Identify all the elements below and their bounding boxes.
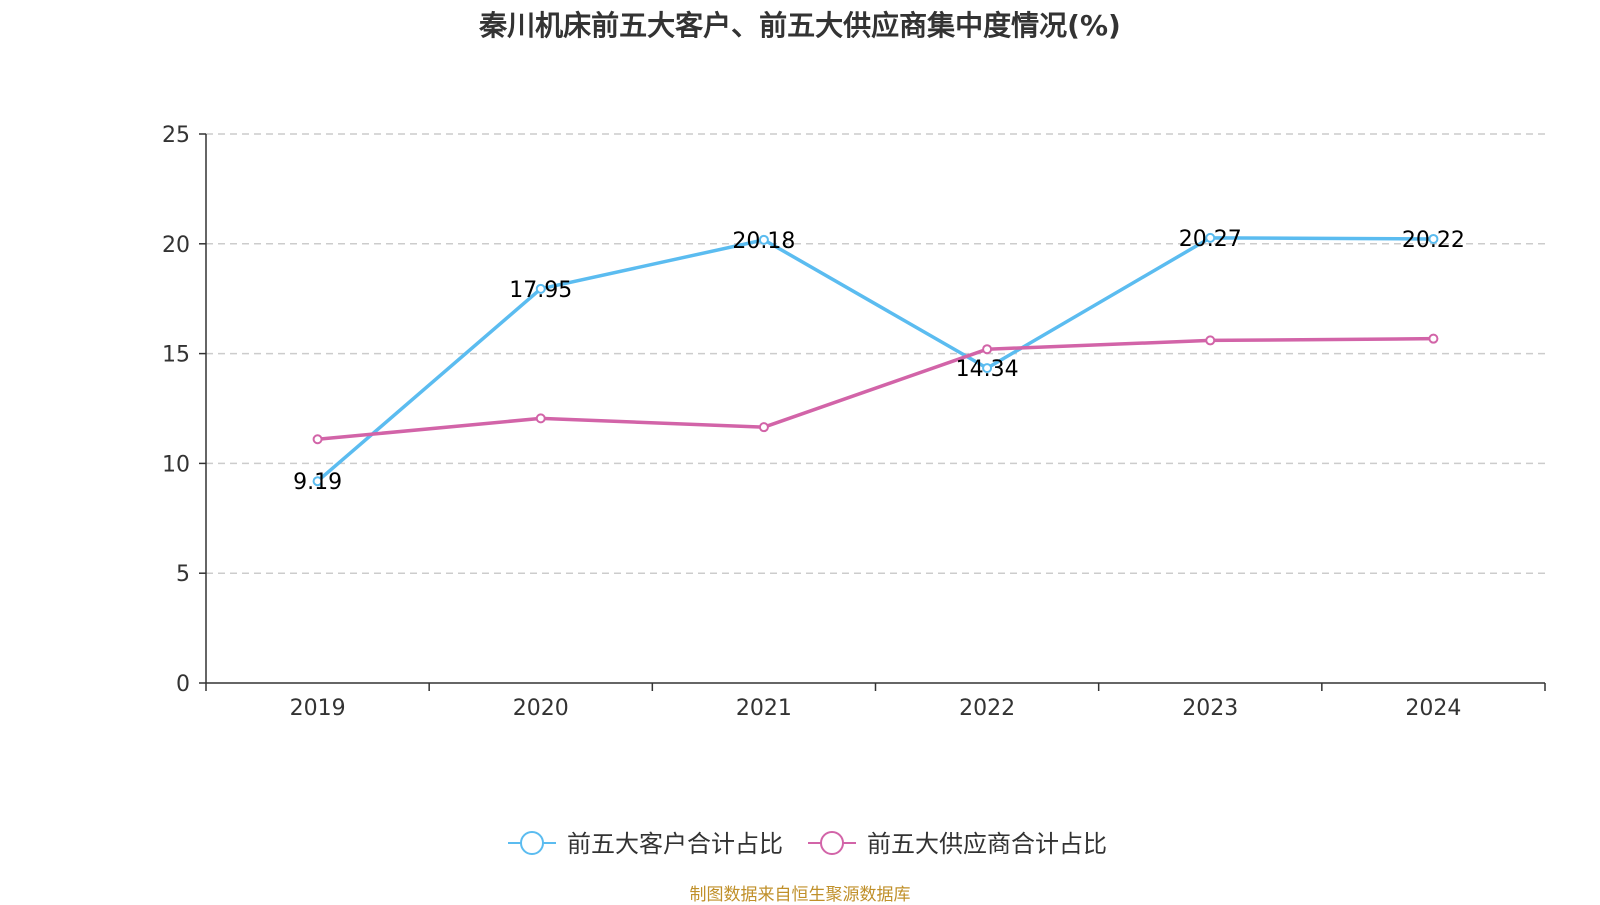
chart-title: 秦川机床前五大客户、前五大供应商集中度情况(%) [479,9,1121,42]
data-point [982,344,993,355]
legend-label: 前五大客户合计占比 [567,830,783,858]
data-label: 17.95 [509,278,572,303]
source-note: 制图数据来自恒生聚源数据库 [689,885,911,905]
data-labels: 9.19 17.95 20.18 14.34 20.27 20.22 [293,227,1465,495]
y-tick-label: 15 [162,343,190,368]
data-point [312,476,323,487]
data-point [535,283,546,294]
data-point [1205,232,1216,243]
y-tick-label: 20 [162,233,190,258]
legend-label: 前五大供应商合计占比 [867,830,1107,858]
data-point [758,234,769,245]
data-point [1428,233,1439,244]
y-tick-label: 5 [176,562,190,587]
legend-marker [820,831,844,855]
data-point [982,363,993,374]
x-tick-label: 2020 [513,696,569,721]
series-line-1 [316,236,1434,483]
gridlines [206,133,1545,574]
legend: 前五大客户合计占比 前五大供应商合计占比 [508,830,1107,858]
data-label: 9.19 [293,470,342,495]
x-tick-label: 2019 [290,696,346,721]
x-tick-label: 2023 [1182,696,1238,721]
x-tick-label: 2021 [736,696,792,721]
data-label: 20.22 [1402,228,1465,253]
y-tick-label: 10 [162,452,190,477]
data-label: 14.34 [956,357,1019,382]
y-tick-label: 0 [176,672,190,697]
data-label: 20.27 [1179,227,1242,252]
data-point [758,422,769,433]
y-tick-label: 25 [162,123,190,148]
series-line-2 [317,336,1434,441]
legend-marker [520,831,544,855]
data-point [1205,335,1216,346]
data-label: 20.18 [732,229,795,254]
data-point [535,413,546,424]
series [312,232,1439,487]
axes: 0 5 10 15 20 25 2019 2020 2021 2022 2023 2024 [162,123,1546,721]
data-point [1428,333,1439,344]
x-tick-label: 2024 [1405,696,1461,721]
x-tick-label: 2022 [959,696,1015,721]
data-point [312,434,323,445]
